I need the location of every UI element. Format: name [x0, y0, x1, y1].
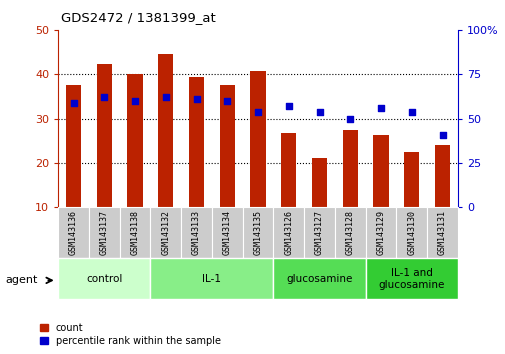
Point — [162, 95, 170, 100]
Text: IL-1 and
glucosamine: IL-1 and glucosamine — [378, 268, 444, 290]
Bar — [150, 207, 181, 258]
Text: control: control — [86, 274, 122, 284]
Text: GSM143127: GSM143127 — [315, 210, 323, 255]
Legend: count, percentile rank within the sample: count, percentile rank within the sample — [40, 323, 220, 346]
Bar — [281, 133, 296, 207]
Bar — [66, 85, 81, 207]
Point — [69, 100, 77, 105]
Text: glucosamine: glucosamine — [286, 274, 352, 284]
Bar — [120, 207, 150, 258]
Bar — [219, 85, 234, 207]
Point — [192, 96, 200, 102]
Bar — [403, 152, 419, 207]
Text: GSM143134: GSM143134 — [222, 210, 231, 255]
Bar — [304, 207, 334, 258]
Text: GDS2472 / 1381399_at: GDS2472 / 1381399_at — [61, 11, 215, 24]
Bar — [365, 207, 395, 258]
Bar — [96, 64, 112, 207]
Bar — [273, 258, 365, 299]
Bar — [434, 145, 449, 207]
Bar — [311, 159, 327, 207]
Bar — [395, 207, 426, 258]
Bar — [58, 258, 150, 299]
Text: GSM143136: GSM143136 — [69, 210, 78, 255]
Bar — [58, 207, 89, 258]
Point — [284, 103, 292, 109]
Text: GSM143132: GSM143132 — [161, 210, 170, 255]
Bar — [158, 55, 173, 207]
Bar — [426, 207, 457, 258]
Text: GSM143138: GSM143138 — [130, 210, 139, 255]
Bar — [181, 207, 212, 258]
Bar — [127, 74, 142, 207]
Text: agent: agent — [5, 275, 37, 285]
Point — [254, 109, 262, 114]
Bar — [342, 130, 358, 207]
Bar — [273, 207, 304, 258]
Bar — [150, 258, 273, 299]
Bar — [212, 207, 242, 258]
Point — [345, 116, 353, 121]
Bar — [242, 207, 273, 258]
Bar — [365, 258, 457, 299]
Bar — [188, 76, 204, 207]
Point — [100, 95, 108, 100]
Text: GSM143137: GSM143137 — [99, 210, 109, 255]
Text: GSM143131: GSM143131 — [437, 210, 446, 255]
Point — [223, 98, 231, 104]
Point — [131, 98, 139, 104]
Point — [376, 105, 384, 111]
Point — [407, 109, 415, 114]
Text: GSM143126: GSM143126 — [284, 210, 293, 255]
Text: GSM143133: GSM143133 — [192, 210, 200, 255]
Point — [438, 132, 446, 137]
Point — [315, 109, 323, 114]
Text: GSM143128: GSM143128 — [345, 210, 354, 255]
Text: GSM143129: GSM143129 — [376, 210, 385, 255]
Text: GSM143130: GSM143130 — [407, 210, 416, 255]
Bar — [250, 71, 265, 207]
Bar — [373, 135, 388, 207]
Text: IL-1: IL-1 — [202, 274, 221, 284]
Bar — [334, 207, 365, 258]
Text: GSM143135: GSM143135 — [253, 210, 262, 255]
Bar — [89, 207, 120, 258]
